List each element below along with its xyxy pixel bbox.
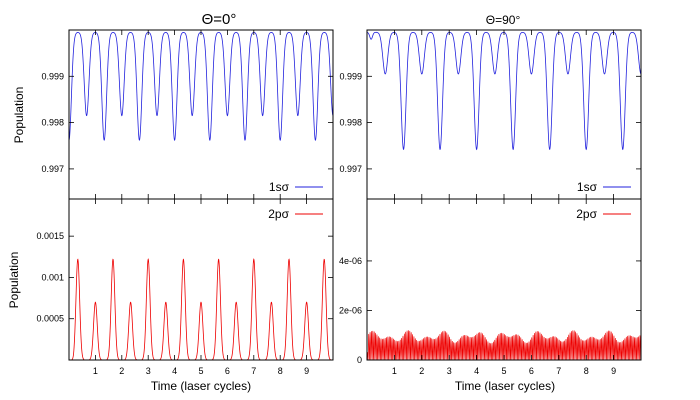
x-tick-label: 3 bbox=[146, 366, 151, 376]
x-axis-label-right: Time (laser cycles) bbox=[455, 379, 555, 393]
x-tick-label: 9 bbox=[304, 366, 309, 376]
y-tick-label: 0.998 bbox=[339, 118, 362, 128]
x-tick-label: 8 bbox=[584, 366, 589, 376]
x-tick-label: 5 bbox=[198, 366, 203, 376]
y-axis-label-bottom: Population bbox=[7, 252, 21, 309]
y-tick-label: 2e-06 bbox=[339, 305, 362, 315]
x-tick-label: 3 bbox=[447, 366, 452, 376]
x-tick-label: 7 bbox=[251, 366, 256, 376]
x-tick-label: 2 bbox=[119, 366, 124, 376]
plot-panels: 0.997 0.998 0.999 1sσ 0.997 0.998 0.999 1sσ 0.00… bbox=[36, 29, 642, 376]
y-tick-label: 0.999 bbox=[339, 71, 362, 81]
plot-frame-2 bbox=[68, 198, 334, 361]
y-axis-label-top: Population bbox=[12, 87, 26, 144]
x-tick-label: 1 bbox=[392, 366, 397, 376]
y-tick-label: 0.0005 bbox=[36, 314, 64, 324]
y-tick-label: 0.997 bbox=[339, 164, 362, 174]
x-axis-label-left: Time (laser cycles) bbox=[151, 379, 251, 393]
y-tick-label: 0.999 bbox=[41, 71, 64, 81]
x-tick-label: 4 bbox=[172, 366, 177, 376]
y-tick-label: 0.997 bbox=[41, 164, 64, 174]
x-tick-label: 2 bbox=[419, 366, 424, 376]
x-tick-label: 4 bbox=[474, 366, 479, 376]
legend-label: 2pσ bbox=[268, 207, 289, 221]
series-line-2 bbox=[69, 258, 333, 360]
legend-label: 1sσ bbox=[577, 180, 598, 194]
y-tick-label: 4e-06 bbox=[339, 256, 362, 266]
series-line-1 bbox=[367, 31, 641, 151]
series-line-0 bbox=[69, 31, 333, 142]
series-line-3 bbox=[367, 330, 641, 360]
x-tick-label: 1 bbox=[93, 366, 98, 376]
x-tick-label: 6 bbox=[225, 366, 230, 376]
x-tick-label: 9 bbox=[611, 366, 616, 376]
y-tick-label: 0.0015 bbox=[36, 231, 64, 241]
panel-title-theta-0: Θ=0° bbox=[202, 11, 237, 28]
y-tick-label: 0.001 bbox=[41, 272, 64, 282]
x-tick-label: 8 bbox=[278, 366, 283, 376]
panel-title-theta-90: Θ=90° bbox=[486, 13, 521, 27]
legend-label: 2pσ bbox=[576, 207, 597, 221]
legend-label: 1sσ bbox=[269, 180, 290, 194]
y-tick-label: 0 bbox=[357, 355, 362, 365]
x-tick-label: 5 bbox=[501, 366, 506, 376]
x-tick-label: 7 bbox=[556, 366, 561, 376]
x-tick-label: 6 bbox=[529, 366, 534, 376]
y-tick-label: 0.998 bbox=[41, 118, 64, 128]
